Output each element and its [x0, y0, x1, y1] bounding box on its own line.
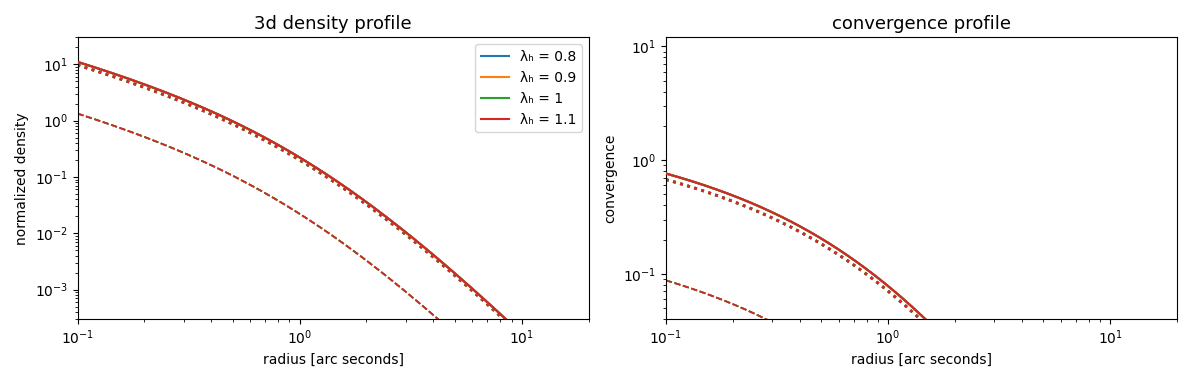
- Title: 3d density profile: 3d density profile: [254, 15, 412, 33]
- X-axis label: radius [arc seconds]: radius [arc seconds]: [851, 353, 992, 367]
- Y-axis label: convergence: convergence: [603, 134, 617, 223]
- Title: convergence profile: convergence profile: [832, 15, 1011, 33]
- X-axis label: radius [arc seconds]: radius [arc seconds]: [262, 353, 404, 367]
- Legend: λₕ = 0.8, λₕ = 0.9, λₕ = 1, λₕ = 1.1: λₕ = 0.8, λₕ = 0.9, λₕ = 1, λₕ = 1.1: [476, 44, 582, 132]
- Y-axis label: normalized density: normalized density: [15, 112, 29, 244]
